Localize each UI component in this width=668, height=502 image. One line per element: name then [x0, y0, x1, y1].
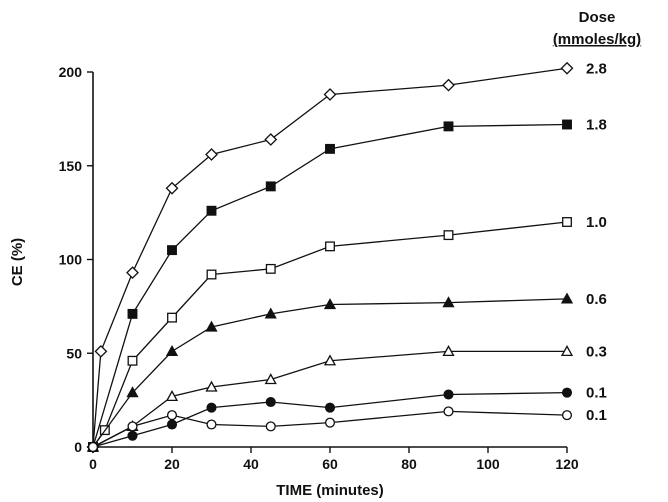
triangle-marker [165, 345, 179, 357]
x-ticks: 0 20 40 60 80 100 120 [89, 447, 579, 472]
triangle-marker [560, 292, 574, 304]
triangle-marker [264, 373, 277, 385]
y-tick-label: 100 [59, 252, 83, 268]
triangle-marker [323, 298, 337, 310]
series-label: 2.8 [586, 60, 607, 77]
diamond-marker [442, 78, 455, 92]
triangle-marker [323, 354, 337, 366]
series-4 [86, 345, 574, 452]
series-2 [88, 217, 572, 452]
x-tick-label: 120 [555, 456, 579, 472]
circle-marker [206, 402, 217, 413]
y-tick-label: 200 [59, 64, 83, 80]
series-line [92, 298, 568, 448]
diamond-marker [126, 266, 139, 280]
y-ticks: 0 50 100 150 200 [59, 64, 93, 455]
diamond-marker [205, 148, 218, 161]
x-tick-label: 40 [243, 456, 259, 472]
circle-marker [324, 402, 336, 413]
square-marker [443, 121, 454, 132]
square-marker [265, 181, 276, 192]
series-0 [86, 61, 574, 454]
series-group [86, 61, 574, 454]
square-marker [206, 269, 217, 280]
triangle-marker [264, 307, 277, 319]
series-line [92, 350, 567, 448]
circle-marker [443, 389, 454, 400]
square-marker [265, 263, 276, 274]
series-line [92, 410, 568, 448]
series-6 [87, 406, 573, 453]
square-marker [562, 119, 572, 130]
circle-marker [561, 387, 573, 398]
series-labels: 2.8 1.8 1.0 0.6 0.3 0.1 0.1 [586, 60, 607, 424]
diamond-marker [323, 88, 337, 101]
circle-marker [443, 406, 454, 417]
series-label: 0.6 [586, 291, 607, 308]
diamond-marker [264, 133, 278, 146]
square-marker [562, 217, 572, 227]
legend-title-units: (mmoles/kg) [553, 31, 641, 48]
x-tick-label: 80 [401, 456, 417, 472]
series-line [92, 123, 568, 448]
square-marker [127, 308, 138, 319]
y-axis-title: CE (%) [9, 238, 26, 286]
triangle-marker [442, 345, 455, 357]
legend-title-dose: Dose [579, 9, 616, 26]
series-line [92, 391, 568, 448]
diamond-marker [165, 181, 179, 195]
square-marker [167, 312, 177, 323]
diamond-marker [94, 344, 108, 358]
series-label: 0.1 [586, 385, 607, 402]
circle-marker [206, 419, 217, 430]
x-tick-label: 0 [89, 456, 97, 472]
square-marker [206, 205, 217, 216]
circle-marker [324, 417, 336, 428]
circle-marker [561, 410, 573, 421]
series-label: 0.1 [586, 407, 607, 424]
square-marker [443, 230, 454, 241]
plot-area: 0 20 40 60 80 100 120 0 50 100 150 200 2.8 1.8 1.0 0.… [59, 60, 607, 472]
square-marker [127, 355, 138, 366]
diamond-marker [560, 61, 574, 75]
series-label: 0.3 [586, 343, 607, 360]
triangle-marker [165, 390, 179, 402]
y-tick-label: 50 [66, 345, 82, 361]
triangle-marker [205, 380, 218, 392]
triangle-marker [560, 345, 574, 357]
circle-marker [166, 410, 178, 421]
y-tick-label: 150 [59, 158, 83, 174]
x-tick-label: 20 [164, 456, 180, 472]
circle-marker [265, 421, 276, 432]
square-marker [325, 241, 335, 252]
circle-marker [127, 421, 138, 432]
circle-marker [87, 441, 99, 453]
square-marker [167, 245, 177, 256]
series-label: 1.8 [586, 117, 607, 134]
triangle-marker [205, 320, 218, 332]
x-tick-label: 60 [322, 456, 338, 472]
circle-marker [265, 396, 276, 408]
circle-marker [127, 430, 138, 441]
x-axis-title: TIME (minutes) [276, 482, 384, 499]
series-label: 1.0 [586, 214, 607, 231]
y-tick-label: 0 [74, 439, 82, 455]
triangle-marker [442, 296, 455, 308]
x-tick-label: 100 [476, 456, 500, 472]
circle-marker [166, 419, 178, 430]
series-1 [88, 119, 572, 452]
triangle-marker [126, 386, 139, 398]
square-marker [325, 143, 335, 154]
